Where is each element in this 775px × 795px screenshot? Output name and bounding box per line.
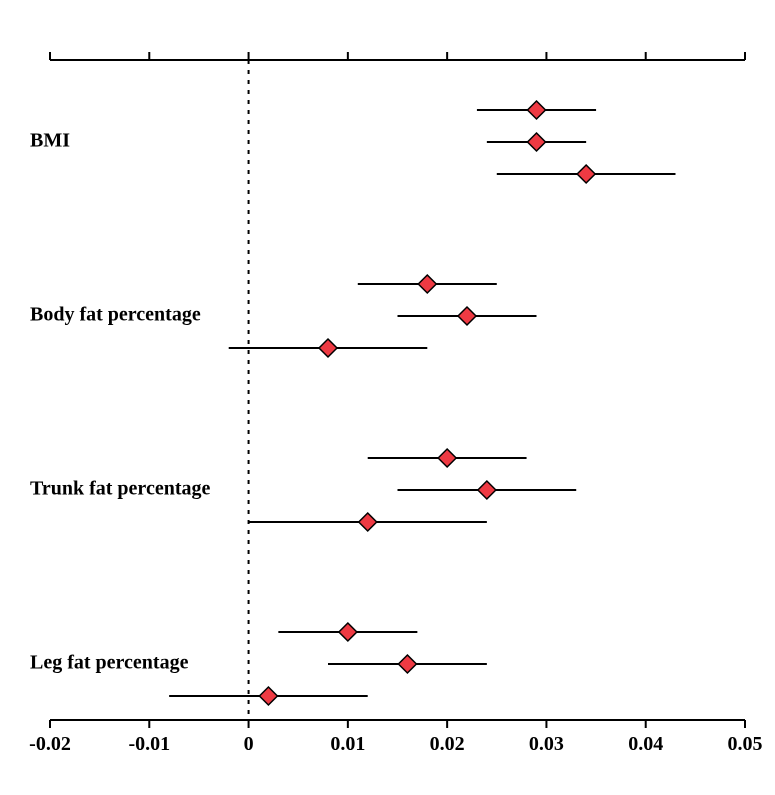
point-marker — [398, 655, 416, 673]
group-label: Body fat percentage — [30, 304, 201, 326]
point-marker — [438, 449, 456, 467]
x-tick-label: 0.04 — [628, 733, 663, 755]
x-tick-label: 0.05 — [728, 733, 763, 755]
x-tick-label: 0 — [244, 733, 254, 755]
point-marker — [359, 513, 377, 531]
point-marker — [528, 101, 546, 119]
group-label: Leg fat percentage — [30, 652, 189, 674]
point-marker — [418, 275, 436, 293]
point-marker — [577, 165, 595, 183]
point-marker — [528, 133, 546, 151]
point-marker — [458, 307, 476, 325]
point-marker — [259, 687, 277, 705]
point-marker — [478, 481, 496, 499]
x-tick-label: 0.02 — [430, 733, 465, 755]
x-tick-label: -0.02 — [29, 733, 71, 755]
x-tick-label: 0.03 — [529, 733, 564, 755]
point-marker — [319, 339, 337, 357]
x-tick-label: -0.01 — [128, 733, 170, 755]
x-tick-label: 0.01 — [330, 733, 365, 755]
group-label: Trunk fat percentage — [30, 478, 210, 500]
point-marker — [339, 623, 357, 641]
group-label: BMI — [30, 130, 70, 152]
